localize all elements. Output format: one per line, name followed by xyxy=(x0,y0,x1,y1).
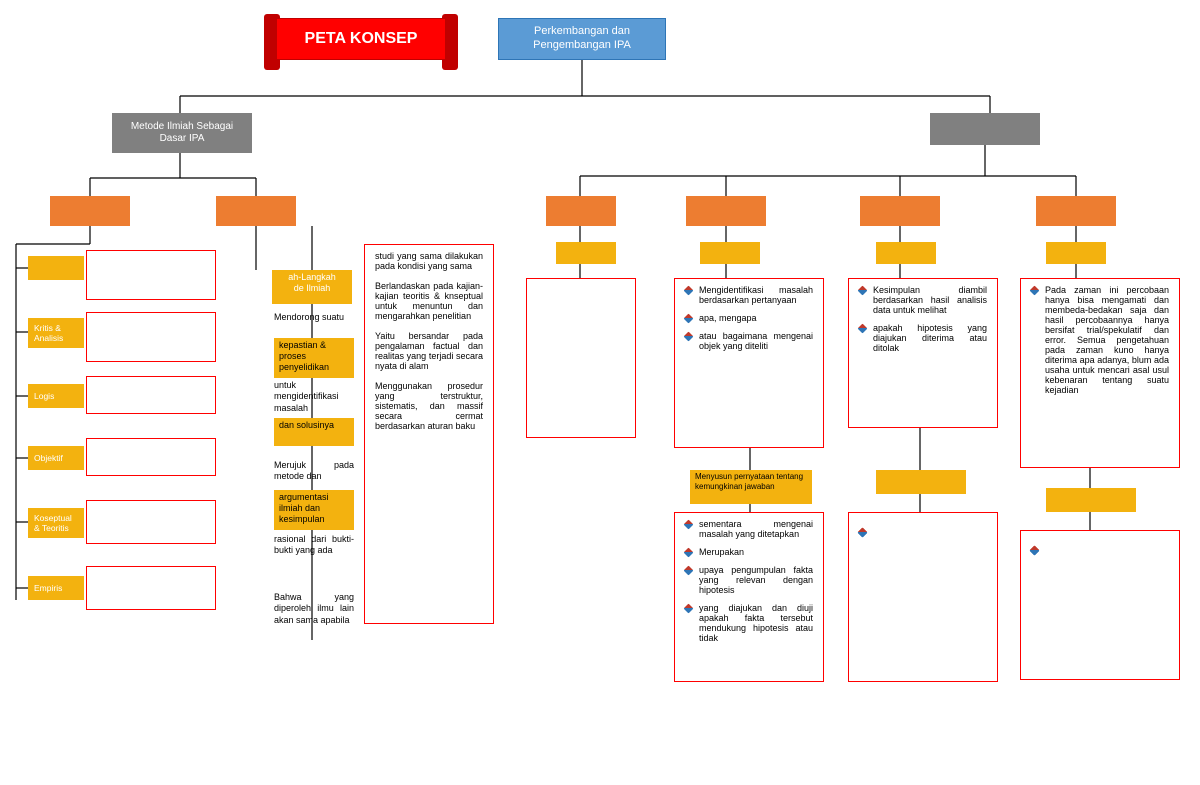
col2-right-para: Yaitu bersandar pada pengalaman factual … xyxy=(375,331,483,371)
left-blank-panel xyxy=(86,566,216,610)
orange-node xyxy=(546,196,616,226)
list-item: Merupakan xyxy=(685,547,813,557)
orange-node xyxy=(50,196,130,226)
left-blank-panel xyxy=(86,250,216,300)
col2-right-para: Menggunakan prosedur yang terstruktur, s… xyxy=(375,381,483,431)
col2-highlight: dan solusinya xyxy=(274,418,354,446)
col2-plain-text: Bahwa yang diperoleh ilmu lain akan sama… xyxy=(274,592,354,626)
col2-plain-text: Merujuk pada metode dan xyxy=(274,460,354,483)
root-node: Perkembangan dan Pengembangan IPA xyxy=(498,18,666,60)
col2-yellow-header: ah-Langkahde Ilmiah xyxy=(272,270,352,304)
left-tag xyxy=(28,256,84,280)
root-label: Perkembangan dan Pengembangan IPA xyxy=(505,25,659,53)
col4-panel-top: Mengidentifikasi masalah berdasarkan per… xyxy=(674,278,824,448)
orange-node xyxy=(686,196,766,226)
col2-plain-text: Mendorong suatu xyxy=(274,312,354,323)
left-blank-panel xyxy=(86,376,216,414)
col5-panel-top: Kesimpulan diambil berdasarkan hasil ana… xyxy=(848,278,998,428)
col2-highlight: kepastian & proses penyelidikan xyxy=(274,338,354,378)
col6-panel-bottom xyxy=(1020,530,1180,680)
col6-yellow-mid xyxy=(1046,488,1136,512)
orange-node xyxy=(1036,196,1116,226)
list-item: Pada zaman ini percobaan hanya bisa meng… xyxy=(1031,285,1169,395)
col2-right-panel: studi yang sama dilakukan pada kondisi y… xyxy=(364,244,494,624)
col5-yellow-mid xyxy=(876,470,966,494)
col5-panel-bottom xyxy=(848,512,998,682)
left-blank-panel xyxy=(86,312,216,362)
yellow-node xyxy=(1046,242,1106,264)
gray-left-label: Metode Ilmiah Sebagai Dasar IPA xyxy=(118,121,246,146)
list-item: atau bagaimana mengenai objek yang ditel… xyxy=(685,331,813,351)
gray-node-right xyxy=(930,113,1040,145)
yellow-node xyxy=(876,242,936,264)
gray-node-left: Metode Ilmiah Sebagai Dasar IPA xyxy=(112,113,252,153)
list-item: apakah hipotesis yang diajukan diterima … xyxy=(859,323,987,353)
list-item: sementara mengenai masalah yang ditetapk… xyxy=(685,519,813,539)
list-item: upaya pengumpulan fakta yang relevan den… xyxy=(685,565,813,595)
list-item: Kesimpulan diambil berdasarkan hasil ana… xyxy=(859,285,987,315)
col2-right-para: Berlandaskan pada kajian- kajian teoriti… xyxy=(375,281,483,321)
left-tag: Logis xyxy=(28,384,84,408)
orange-node xyxy=(216,196,296,226)
left-tag: Empiris xyxy=(28,576,84,600)
col4-yellow-mid: Menyusun pernyataan tentang kemungkinan … xyxy=(690,470,812,504)
orange-node xyxy=(860,196,940,226)
col2-right-para: studi yang sama dilakukan pada kondisi y… xyxy=(375,251,483,271)
col2-plain-text: untuk mengidentifikasi masalah xyxy=(274,380,354,414)
col2-plain-text: rasional dari bukti-bukti yang ada xyxy=(274,534,354,557)
yellow-node xyxy=(700,242,760,264)
col6-panel-top: Pada zaman ini percobaan hanya bisa meng… xyxy=(1020,278,1180,468)
col4-panel-bottom: sementara mengenai masalah yang ditetapk… xyxy=(674,512,824,682)
left-blank-panel xyxy=(86,438,216,476)
left-tag: Koseptual & Teoritis xyxy=(28,508,84,538)
title-text: PETA KONSEP xyxy=(305,29,418,49)
yellow-node xyxy=(556,242,616,264)
peta-konsep-title: PETA KONSEP xyxy=(276,18,446,60)
list-item: Mengidentifikasi masalah berdasarkan per… xyxy=(685,285,813,305)
left-blank-panel xyxy=(86,500,216,544)
left-tag: Kritis & Analisis xyxy=(28,318,84,348)
left-tag: Objektif xyxy=(28,446,84,470)
mid-blank-panel xyxy=(526,278,636,438)
col2-highlight: argumentasi ilmiah dan kesimpulan xyxy=(274,490,354,530)
list-item: yang diajukan dan diuji apakah fakta ter… xyxy=(685,603,813,643)
list-item: apa, mengapa xyxy=(685,313,813,323)
